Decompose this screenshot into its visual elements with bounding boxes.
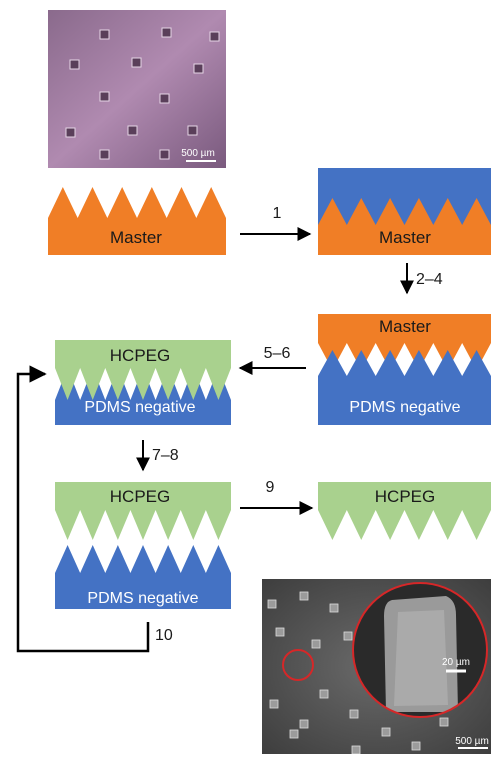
micro-square [127, 125, 138, 136]
master-mold-1: Master [48, 187, 226, 255]
micro-square [209, 31, 220, 42]
sem-square [267, 599, 277, 609]
sem-square [329, 603, 339, 613]
step-5-6-label: 5–6 [264, 345, 291, 362]
scale-label-top: 500 µm [181, 148, 215, 159]
micro-square [159, 93, 170, 104]
micro-square [99, 149, 110, 160]
step-7-8-label: 7–8 [152, 447, 179, 464]
sem-square [351, 745, 361, 755]
scale-label-bottom: 500 µm [455, 736, 489, 747]
step-9-label: 9 [266, 479, 275, 496]
sem-squares [267, 591, 449, 755]
highlight-circle [282, 649, 314, 681]
master-label-1: Master [110, 228, 162, 247]
hcpeg-on-pdms: HCPEG PDMS negative [55, 340, 231, 425]
sem-square [299, 591, 309, 601]
sem-micrograph: 20 µm 500 µm [262, 579, 491, 755]
micro-square [99, 91, 110, 102]
sem-square [299, 719, 309, 729]
micro-squares [65, 27, 220, 160]
micro-square [69, 59, 80, 70]
micro-square [99, 29, 110, 40]
step-7-8-arrow: 7–8 [136, 440, 179, 472]
master-release: Master PDMS negative [318, 314, 491, 425]
step-1-arrow: 1 [240, 205, 312, 241]
pdms-label-2: PDMS negative [84, 399, 195, 416]
sem-square [439, 717, 449, 727]
step-2-4-arrow: 2–4 [400, 263, 443, 295]
micro-square [65, 127, 76, 138]
inset-circle [352, 582, 488, 718]
micro-square [193, 63, 204, 74]
micro-square [161, 27, 172, 38]
optical-micrograph: 500 µm [48, 10, 226, 168]
sem-square [381, 727, 391, 737]
step-9-arrow: 9 [240, 479, 314, 515]
micro-square [131, 57, 142, 68]
sem-square [411, 741, 421, 751]
pdms-reused: PDMS negative [55, 545, 231, 609]
micro-square [159, 149, 170, 160]
sem-square [311, 639, 321, 649]
step-10-loop-arrow: 10 [16, 365, 173, 653]
step-2-4-label: 2–4 [416, 271, 443, 288]
sem-square [343, 631, 353, 641]
micro-square [187, 125, 198, 136]
step-10-label: 10 [155, 627, 173, 644]
sem-square [319, 689, 329, 699]
step-1-label: 1 [273, 205, 282, 222]
master-label-3: Master [379, 317, 431, 336]
sem-square [289, 729, 299, 739]
inset-scale-label: 20 µm [442, 657, 470, 668]
master-label-2: Master [379, 228, 431, 247]
sem-square [275, 627, 285, 637]
step-5-6-arrow: 5–6 [238, 345, 306, 375]
sem-inset [353, 583, 487, 717]
master-with-pdms: Master [318, 168, 491, 255]
hcpeg-final: HCPEG [318, 482, 491, 540]
sem-square [269, 699, 279, 709]
hcpeg-label-2: HCPEG [110, 487, 170, 506]
hcpeg-separated: HCPEG [55, 482, 231, 540]
pdms-label-3: PDMS negative [87, 590, 198, 607]
hcpeg-label-1: HCPEG [110, 346, 170, 365]
hcpeg-label-3: HCPEG [375, 487, 435, 506]
pdms-label-1: PDMS negative [349, 399, 460, 416]
sem-square [349, 709, 359, 719]
